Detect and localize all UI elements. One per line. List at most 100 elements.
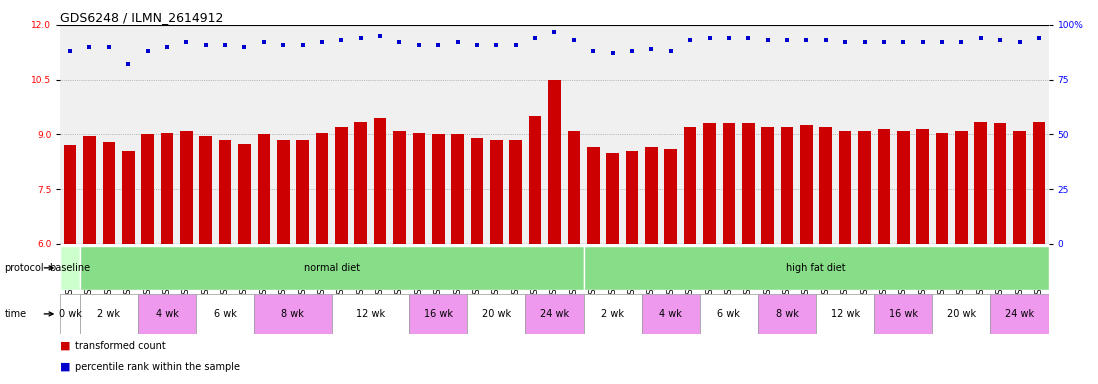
FancyBboxPatch shape: [583, 294, 641, 334]
Point: [61, 48, 79, 54]
Text: 16 wk: 16 wk: [424, 309, 452, 319]
Text: high fat diet: high fat diet: [786, 263, 845, 273]
Bar: [509, 140, 522, 384]
Point: [914, 40, 931, 46]
Point: [933, 40, 951, 46]
Point: [429, 41, 447, 48]
Point: [584, 48, 602, 54]
Bar: [335, 127, 348, 384]
Point: [972, 35, 989, 41]
Point: [682, 37, 699, 43]
Point: [391, 40, 408, 46]
Bar: [529, 116, 541, 384]
Point: [739, 35, 757, 41]
FancyBboxPatch shape: [699, 294, 758, 334]
Point: [759, 37, 776, 43]
Point: [1030, 35, 1047, 41]
FancyBboxPatch shape: [80, 294, 138, 334]
Point: [837, 40, 854, 46]
Point: [313, 40, 330, 46]
Point: [449, 40, 467, 46]
Bar: [606, 152, 619, 384]
Bar: [955, 131, 967, 384]
Bar: [296, 140, 309, 384]
Text: 4 wk: 4 wk: [156, 309, 178, 319]
Bar: [761, 127, 774, 384]
Text: normal diet: normal diet: [304, 263, 360, 273]
Bar: [277, 140, 290, 384]
FancyBboxPatch shape: [758, 294, 816, 334]
Bar: [935, 132, 949, 384]
Point: [158, 44, 176, 50]
Text: 2 wk: 2 wk: [601, 309, 624, 319]
FancyBboxPatch shape: [526, 294, 583, 334]
Point: [875, 40, 893, 46]
Bar: [800, 125, 813, 384]
Bar: [839, 131, 851, 384]
Bar: [1013, 131, 1026, 384]
Text: 8 wk: 8 wk: [775, 309, 798, 319]
Bar: [238, 144, 250, 384]
Point: [565, 37, 583, 43]
Bar: [142, 134, 154, 384]
Bar: [432, 134, 445, 384]
Bar: [897, 131, 909, 384]
Bar: [684, 127, 696, 384]
FancyBboxPatch shape: [60, 294, 80, 334]
Bar: [160, 132, 173, 384]
Text: baseline: baseline: [49, 263, 91, 273]
Text: 24 wk: 24 wk: [1005, 309, 1034, 319]
Bar: [471, 138, 483, 384]
Point: [468, 41, 485, 48]
Bar: [781, 127, 793, 384]
Bar: [393, 131, 406, 384]
Bar: [994, 123, 1007, 384]
Text: protocol: protocol: [4, 263, 44, 273]
Text: 0 wk: 0 wk: [58, 309, 81, 319]
Point: [720, 35, 738, 41]
Text: 8 wk: 8 wk: [281, 309, 304, 319]
Bar: [1032, 122, 1045, 384]
Point: [410, 41, 427, 48]
Bar: [646, 147, 658, 384]
Bar: [917, 129, 929, 384]
Bar: [102, 142, 115, 384]
Bar: [568, 131, 580, 384]
Point: [236, 44, 254, 50]
Point: [138, 48, 156, 54]
Point: [100, 44, 117, 50]
Text: 6 wk: 6 wk: [717, 309, 740, 319]
Point: [953, 40, 971, 46]
Bar: [451, 134, 463, 384]
Bar: [373, 118, 386, 384]
Point: [488, 41, 505, 48]
FancyBboxPatch shape: [816, 294, 874, 334]
Bar: [819, 127, 832, 384]
Bar: [258, 134, 270, 384]
FancyBboxPatch shape: [410, 294, 468, 334]
Bar: [742, 123, 754, 384]
Bar: [355, 122, 367, 384]
Point: [662, 48, 680, 54]
Point: [507, 41, 525, 48]
Bar: [316, 132, 328, 384]
Point: [120, 61, 137, 68]
Point: [642, 46, 660, 52]
Text: 16 wk: 16 wk: [888, 309, 918, 319]
Text: 20 wk: 20 wk: [482, 309, 511, 319]
Text: 4 wk: 4 wk: [659, 309, 682, 319]
Bar: [122, 151, 134, 384]
Point: [604, 50, 621, 56]
Point: [991, 37, 1009, 43]
Bar: [180, 131, 192, 384]
FancyBboxPatch shape: [990, 294, 1049, 334]
Text: 6 wk: 6 wk: [214, 309, 236, 319]
Bar: [859, 131, 871, 384]
Bar: [490, 140, 503, 384]
Point: [546, 28, 563, 35]
FancyBboxPatch shape: [468, 294, 526, 334]
Bar: [722, 123, 736, 384]
FancyBboxPatch shape: [583, 246, 1049, 290]
Text: ■: ■: [60, 362, 71, 372]
Point: [294, 41, 312, 48]
